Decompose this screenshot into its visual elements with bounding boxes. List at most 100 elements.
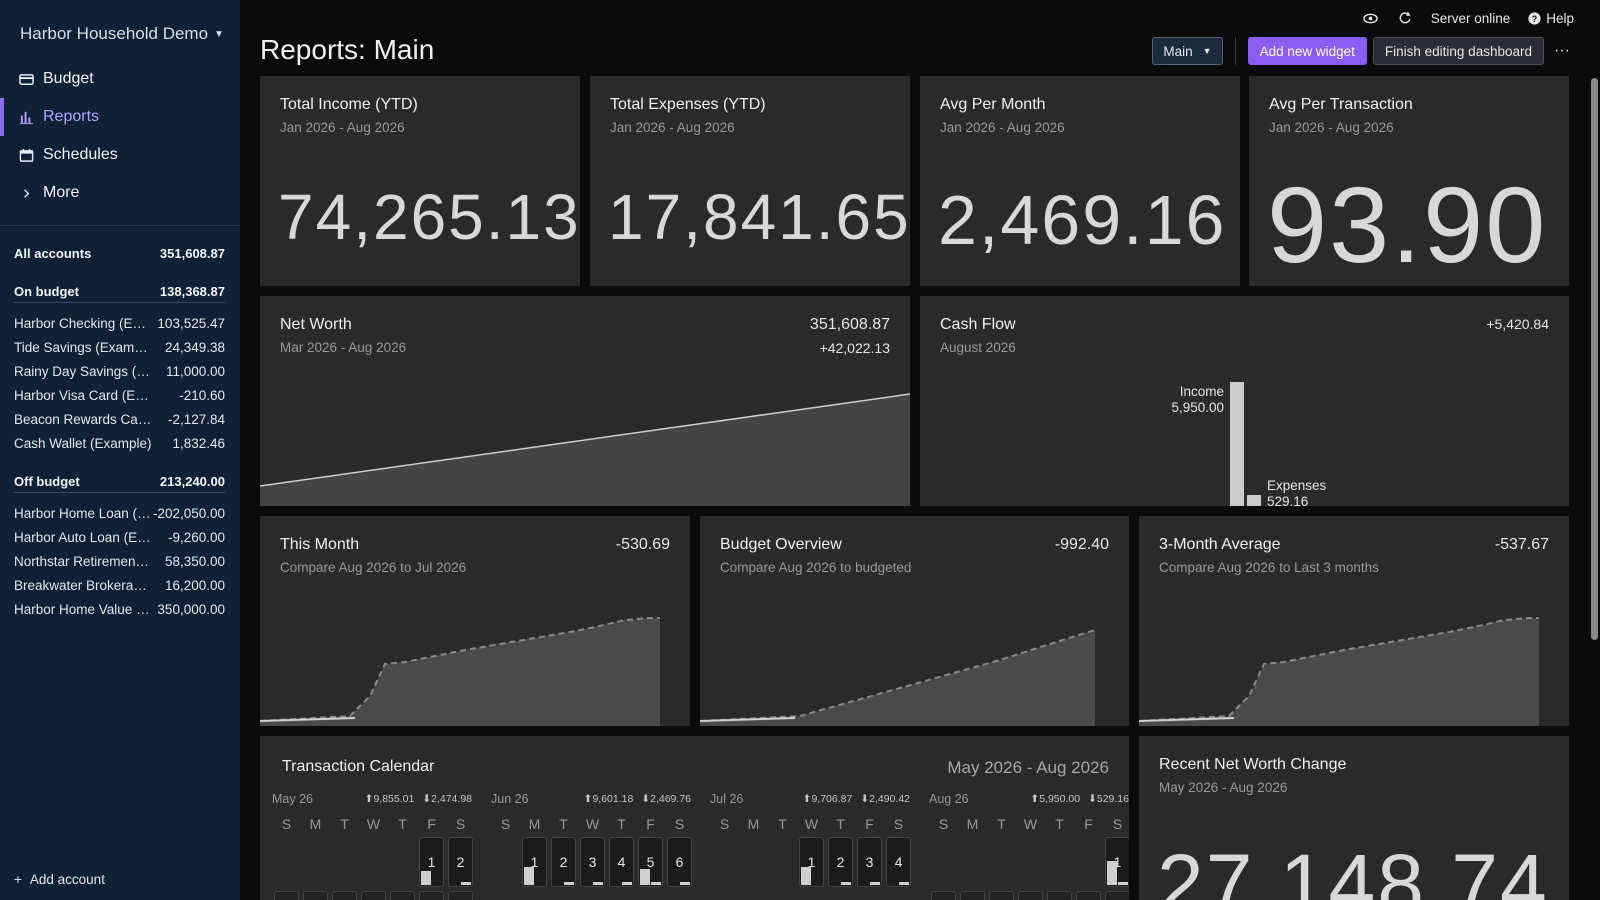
total-income-card[interactable]: Total Income (YTD) Jan 2026 - Aug 2026 7… bbox=[260, 76, 580, 286]
sidebar-item-label: Reports bbox=[43, 108, 100, 125]
income-label: Income 5,950.00 bbox=[1166, 384, 1224, 416]
calendar-icon bbox=[19, 148, 34, 162]
more-options-icon[interactable]: ··· bbox=[1554, 42, 1570, 59]
sidebar-item-reports[interactable]: Reports bbox=[0, 98, 240, 136]
sidebar-item-more[interactable]: More bbox=[0, 174, 240, 212]
sidebar: Harbor Household Demo ▼ Budget Reports S… bbox=[0, 0, 240, 900]
card-value: 27,148.74 bbox=[1157, 837, 1549, 900]
sidebar-item-schedules[interactable]: Schedules bbox=[0, 136, 240, 174]
card-range: Jan 2026 - Aug 2026 bbox=[610, 120, 735, 135]
calendar-day[interactable]: 1 bbox=[522, 837, 547, 887]
budget-name: Harbor Household Demo bbox=[20, 24, 209, 43]
off-budget-link[interactable]: Off budget 213,240.00 bbox=[14, 471, 225, 493]
all-accounts-section: All accounts 351,608.87 bbox=[14, 242, 225, 264]
account-balance: -202,050.00 bbox=[152, 505, 225, 521]
calendar-day[interactable]: 2 bbox=[828, 837, 853, 887]
total-expenses-card[interactable]: Total Expenses (YTD) Jan 2026 - Aug 2026… bbox=[590, 76, 910, 286]
account-balance: 24,349.38 bbox=[164, 339, 225, 355]
card-title: Net Worth bbox=[280, 316, 352, 333]
dashboard-select-value: Main bbox=[1163, 43, 1193, 59]
account-row[interactable]: Northstar Retirement (Example) 58,350.00 bbox=[14, 549, 225, 573]
off-budget-section: Off budget 213,240.00 Harbor Home Loan (… bbox=[14, 471, 225, 621]
server-status[interactable]: Server online bbox=[1430, 10, 1511, 26]
income-label-value: 5,950.00 bbox=[1171, 400, 1224, 415]
chevron-right-icon bbox=[24, 188, 30, 198]
transaction-calendar-card[interactable]: Transaction Calendar May 2026 - Aug 2026… bbox=[260, 736, 1129, 900]
card-value: 93.90 bbox=[1267, 164, 1548, 285]
calendar-day[interactable]: 4 bbox=[886, 837, 911, 887]
account-balance: 350,000.00 bbox=[157, 601, 225, 617]
add-widget-button[interactable]: Add new widget bbox=[1247, 37, 1367, 65]
this-month-spending-chart bbox=[260, 617, 660, 726]
budget-overview-card[interactable]: Budget Overview Compare Aug 2026 to budg… bbox=[700, 516, 1129, 726]
calendar-day[interactable]: 1 bbox=[1105, 837, 1129, 887]
all-accounts-link[interactable]: All accounts 351,608.87 bbox=[14, 242, 225, 264]
calendar-day[interactable]: 1 bbox=[799, 837, 824, 887]
card-range: Jan 2026 - Aug 2026 bbox=[1269, 120, 1394, 135]
add-account-button[interactable]: + Add account bbox=[14, 872, 105, 887]
scrollbar[interactable] bbox=[1591, 78, 1598, 640]
dashboard-select[interactable]: Main ▼ bbox=[1152, 37, 1223, 65]
account-row[interactable]: Harbor Checking (Example) 103,525.47 bbox=[14, 311, 225, 335]
month-name: Jul 26 bbox=[710, 792, 744, 806]
on-budget-value: 138,368.87 bbox=[159, 284, 225, 299]
avg-per-month-card[interactable]: Avg Per Month Jan 2026 - Aug 2026 2,469.… bbox=[920, 76, 1240, 286]
this-month-card[interactable]: This Month Compare Aug 2026 to Jul 2026 … bbox=[260, 516, 690, 726]
calendar-day[interactable]: 4 bbox=[609, 837, 634, 887]
eye-icon[interactable] bbox=[1363, 10, 1379, 26]
account-name: Beacon Rewards Card (Example) bbox=[14, 411, 152, 427]
account-row[interactable]: Tide Savings (Example) 24,349.38 bbox=[14, 335, 225, 359]
wallet-icon bbox=[19, 73, 34, 85]
account-balance: -2,127.84 bbox=[167, 411, 225, 427]
card-title: Total Expenses (YTD) bbox=[610, 96, 766, 113]
expenses-label-text: Expenses bbox=[1267, 478, 1327, 493]
all-accounts-value: 351,608.87 bbox=[159, 245, 225, 261]
account-name: Harbor Checking (Example) bbox=[14, 315, 152, 331]
sidebar-item-label: Budget bbox=[43, 70, 94, 87]
avg-per-transaction-card[interactable]: Avg Per Transaction Jan 2026 - Aug 2026 … bbox=[1249, 76, 1569, 286]
calendar-day[interactable]: 1 bbox=[419, 837, 444, 887]
account-row[interactable]: Breakwater Brokerage (Example) 16,200.00 bbox=[14, 573, 225, 597]
account-name: Northstar Retirement (Example) bbox=[14, 553, 152, 569]
account-row[interactable]: Harbor Home Value (Example) 350,000.00 bbox=[14, 597, 225, 621]
caret-down-icon: ▼ bbox=[1202, 46, 1212, 56]
sidebar-item-label: More bbox=[43, 184, 80, 201]
account-row[interactable]: Harbor Visa Card (Example) -210.60 bbox=[14, 383, 225, 407]
calendar-day[interactable]: 3 bbox=[580, 837, 605, 887]
budget-overview-chart bbox=[700, 629, 1096, 726]
calendar-day[interactable]: 5 bbox=[638, 837, 663, 887]
account-row[interactable]: Harbor Auto Loan (Example) -9,260.00 bbox=[14, 525, 225, 549]
finish-editing-button[interactable]: Finish editing dashboard bbox=[1372, 37, 1544, 65]
sidebar-divider bbox=[0, 225, 240, 226]
net-worth-card[interactable]: Net Worth Mar 2026 - Aug 2026 351,608.87… bbox=[260, 296, 910, 506]
calendar-day[interactable]: 2 bbox=[551, 837, 576, 887]
card-value: 74,265.13 bbox=[278, 181, 580, 253]
account-balance: 103,525.47 bbox=[157, 315, 225, 331]
account-row[interactable]: Cash Wallet (Example) 1,832.46 bbox=[14, 431, 225, 455]
calendar-day[interactable]: 2 bbox=[448, 837, 473, 887]
sync-icon[interactable] bbox=[1397, 10, 1413, 26]
card-range: Jan 2026 - Aug 2026 bbox=[280, 120, 405, 135]
account-row[interactable]: Rainy Day Savings (Example) 11,000.00 bbox=[14, 359, 225, 383]
calendar-day[interactable]: 6 bbox=[667, 837, 692, 887]
calendar-day[interactable]: 3 bbox=[857, 837, 882, 887]
account-row[interactable]: Beacon Rewards Card (Example) -2,127.84 bbox=[14, 407, 225, 431]
three-month-average-card[interactable]: 3-Month Average Compare Aug 2026 to Last… bbox=[1139, 516, 1569, 726]
account-row[interactable]: Harbor Home Loan (Example)-202,050.00 bbox=[14, 501, 225, 525]
card-value: -530.69 bbox=[615, 536, 670, 553]
month-income: ⬆9,601.18 bbox=[583, 793, 634, 805]
recent-net-worth-card[interactable]: Recent Net Worth Change May 2026 - Aug 2… bbox=[1139, 736, 1569, 900]
off-budget-label: Off budget bbox=[14, 474, 80, 489]
net-worth-area-chart bbox=[260, 393, 910, 506]
sidebar-nav: Budget Reports Schedules More bbox=[0, 60, 240, 212]
on-budget-link[interactable]: On budget 138,368.87 bbox=[14, 281, 225, 303]
budget-name-menu[interactable]: Harbor Household Demo ▼ bbox=[20, 24, 224, 44]
cash-flow-card[interactable]: Cash Flow August 2026 +5,420.84 Income 5… bbox=[920, 296, 1569, 506]
account-balance: 58,350.00 bbox=[164, 553, 225, 569]
sidebar-item-budget[interactable]: Budget bbox=[0, 60, 240, 98]
calendar-range: May 2026 - Aug 2026 bbox=[947, 758, 1109, 777]
help-button[interactable]: ? Help bbox=[1528, 11, 1574, 26]
